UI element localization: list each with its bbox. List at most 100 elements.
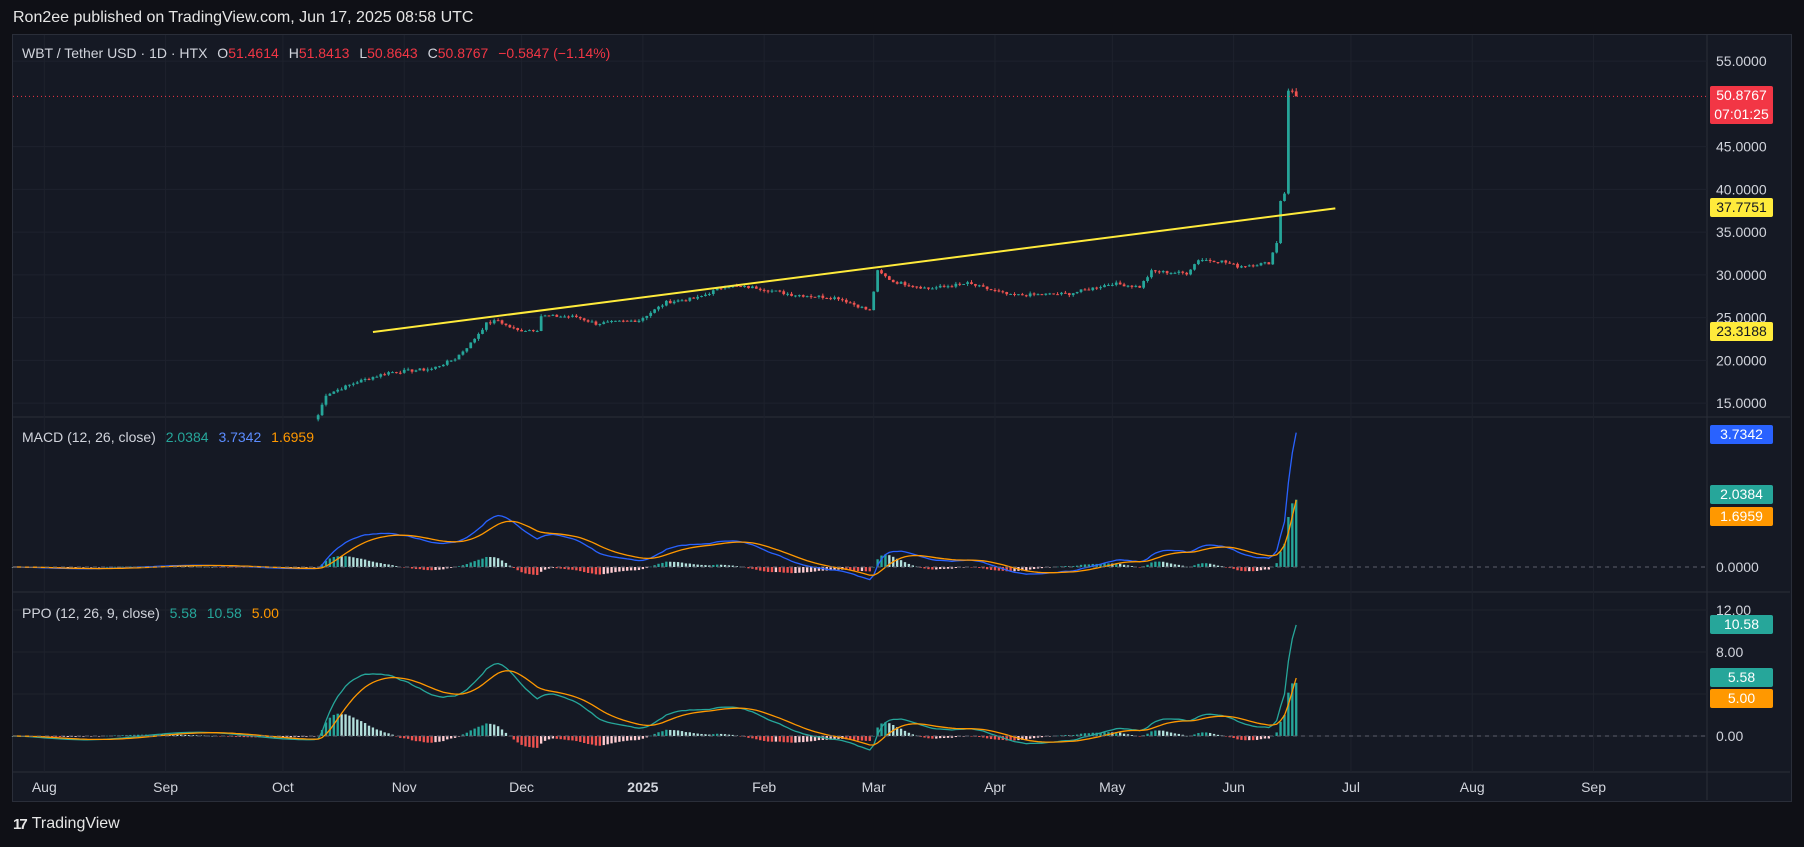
candle [837, 297, 840, 300]
candle [719, 288, 723, 290]
macd-histogram-bar [563, 567, 566, 569]
macd-histogram-bar [500, 560, 504, 567]
candle [410, 369, 414, 372]
low-value: 50.8643 [367, 45, 418, 61]
ppo-histogram-bar [1255, 736, 1259, 740]
candle [833, 297, 836, 299]
candle [531, 330, 535, 332]
ppo-histogram-bar [226, 736, 230, 737]
x-tick-label: Feb [752, 779, 776, 795]
ppo-histogram-bar [140, 734, 144, 736]
macd-histogram-bar [739, 566, 742, 568]
candle [1146, 277, 1149, 282]
candle [911, 286, 915, 288]
candle [379, 374, 383, 377]
candle [524, 330, 527, 332]
ppo-histogram-bar [727, 734, 731, 736]
ppo-histogram-bar [469, 730, 472, 736]
candle [844, 299, 848, 303]
ppo-histogram-bar [1130, 735, 1134, 736]
ppo-histogram-bar [195, 735, 199, 736]
candle [1275, 243, 1279, 253]
candle [668, 300, 672, 304]
macd-histogram-bar [434, 567, 437, 570]
ppo-histogram-bar [899, 728, 903, 736]
macd-histogram-bar [305, 567, 308, 568]
macd-histogram-bar [1075, 565, 1079, 567]
macd-histogram-bar [1283, 543, 1286, 567]
ppo-histogram-bar [950, 736, 954, 738]
macd-histogram-bar [790, 567, 793, 574]
macd-histogram-bar [559, 567, 562, 569]
macd-histogram-bar [97, 567, 101, 568]
ppo-histogram-bar [250, 736, 253, 738]
macd-histogram-bar [371, 561, 375, 567]
candle [629, 320, 633, 322]
ppo-histogram-bar [1087, 733, 1091, 736]
macd-histogram-bar [997, 567, 1001, 571]
candle [966, 282, 969, 284]
ppo-histogram-bar [868, 736, 871, 741]
candle [426, 369, 430, 371]
macd-histogram-bar [766, 567, 770, 572]
macd-histogram-bar [485, 556, 488, 567]
macd-histogram-bar [129, 566, 132, 568]
candle [430, 368, 433, 370]
macd-signal-value: 1.6959 [271, 429, 314, 445]
macd-histogram-bar [1193, 565, 1196, 567]
ppo-histogram-bar [485, 723, 488, 736]
chart-frame[interactable] [12, 34, 1792, 802]
ppo-histogram-bar [606, 736, 609, 745]
ppo-histogram-bar [528, 736, 531, 748]
ppo-histogram-bar [817, 736, 821, 741]
candle [743, 285, 746, 287]
macd-histogram-bar [422, 567, 425, 570]
candle [899, 282, 903, 284]
candle [989, 289, 993, 291]
candle [934, 287, 938, 289]
candle [1247, 265, 1251, 267]
macd-histogram-bar [1205, 563, 1208, 567]
candle [758, 288, 762, 290]
candle [320, 404, 324, 416]
ppo-histogram-bar [633, 736, 637, 741]
macd-histogram-bar [727, 565, 731, 567]
ppo-histogram-bar [563, 736, 566, 740]
macd-histogram-bar [461, 565, 465, 567]
macd-histogram-bar [661, 562, 664, 567]
ppo-hist-value: 5.58 [169, 605, 197, 621]
ppo-histogram-bar [661, 731, 664, 736]
candle [434, 366, 437, 369]
candle [704, 294, 707, 297]
macd-histogram-bar [183, 566, 187, 568]
macd-histogram-bar [911, 565, 914, 567]
open-label: O [217, 45, 229, 61]
candle [1204, 260, 1208, 262]
candle [1017, 294, 1020, 296]
ppo-histogram-bar [704, 734, 707, 736]
macd-histogram-bar [989, 567, 993, 570]
ppo-histogram-bar [1032, 736, 1036, 739]
ppo-histogram-bar [872, 735, 875, 737]
macd-histogram-bar [809, 567, 813, 572]
candle [1224, 260, 1228, 263]
ppo-histogram-bar [1224, 736, 1227, 737]
ppo-histogram-bar [962, 736, 965, 737]
ppo-histogram-bar [911, 734, 914, 736]
ppo-signal-line [13, 670, 1297, 746]
macd-histogram-bar [1138, 567, 1141, 568]
ppo-histogram-bar [183, 734, 187, 736]
candle [923, 287, 926, 289]
tradingview-brand[interactable]: 17 TradingView [13, 815, 120, 833]
macd-histogram-bar [868, 567, 871, 572]
candle [907, 285, 911, 287]
ppo-histogram-bar [672, 730, 676, 736]
ppo-histogram-bar [759, 736, 762, 741]
ppo-signal-value: 5.00 [251, 605, 279, 621]
ppo-histogram-bar [696, 733, 699, 736]
grid-lines [13, 35, 1790, 800]
candle [488, 322, 492, 324]
ppo-histogram-bar [1279, 721, 1282, 736]
ppo-histogram-bar [653, 733, 656, 736]
